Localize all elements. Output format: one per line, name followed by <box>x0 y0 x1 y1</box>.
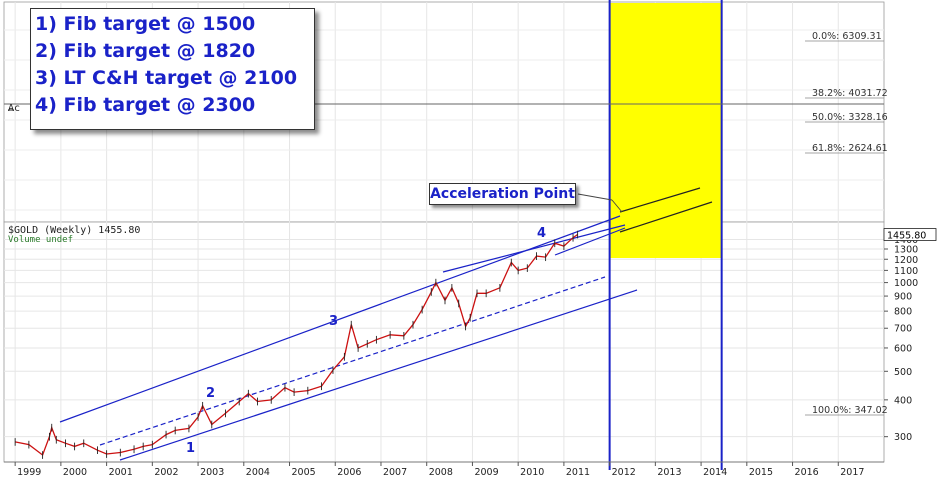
wave-label-2: 2 <box>206 386 215 401</box>
x-tick-label-2014: 2014 <box>703 467 727 478</box>
x-tick-label-2015: 2015 <box>749 467 773 478</box>
wave-label-1: 1 <box>186 441 195 456</box>
target-zone-fill <box>609 3 722 258</box>
callout-line-3: 3) LT C&H target @ 2100 <box>35 67 298 89</box>
x-tick-label-2000: 2000 <box>63 467 87 478</box>
callout-line-1: 1) Fib target @ 1500 <box>35 13 256 35</box>
y-tick-label-600: 600 <box>894 343 912 354</box>
y-axis: 3004005006007008009001000110012001300140… <box>883 228 937 443</box>
fib-label-2: 50.0%: 3328.16 <box>812 112 888 123</box>
y-tick-label-400: 400 <box>894 395 912 406</box>
x-tick-label-2007: 2007 <box>383 467 407 478</box>
x-tick-label-1999: 1999 <box>17 467 41 478</box>
x-tick-label-2004: 2004 <box>246 467 270 478</box>
x-tick-label-2008: 2008 <box>429 467 453 478</box>
x-tick-label-2005: 2005 <box>292 467 316 478</box>
price-panel <box>3 221 885 463</box>
fib-label-3: 61.8%: 2624.61 <box>812 143 888 154</box>
channel-mid-dashed <box>99 276 606 446</box>
x-tick-label-2006: 2006 <box>337 467 361 478</box>
ac-label: Ac <box>8 103 21 114</box>
x-tick-label-2013: 2013 <box>657 467 681 478</box>
fib-targets-callout: 1) Fib target @ 1500 2) Fib target @ 182… <box>30 8 315 130</box>
trend-channels <box>59 187 713 461</box>
accel-pointer-line <box>577 193 613 201</box>
y-tick-label-1000: 1000 <box>894 278 918 289</box>
acceleration-pointer <box>577 193 623 213</box>
channel-lower <box>119 289 638 461</box>
wave-label-3: 3 <box>329 314 338 329</box>
y-tick-label-1300: 1300 <box>894 245 918 256</box>
x-tick-label-2017: 2017 <box>840 467 864 478</box>
x-tick-label-2002: 2002 <box>154 467 178 478</box>
y-tick-label-900: 900 <box>894 292 912 303</box>
fib-label-0: 0.0%: 6309.31 <box>812 31 882 42</box>
accel-pointer-tail <box>611 199 623 213</box>
wave4-channel <box>442 224 626 273</box>
last-price-box <box>883 228 937 241</box>
x-tick-label-2016: 2016 <box>795 467 819 478</box>
series-label: $GOLD (Weekly) 1455.80 <box>8 225 141 236</box>
x-axis: 1999 2000 2001 2002 2003 2004 2005 2006 2007 2008… <box>4 461 884 478</box>
price-series <box>14 230 579 459</box>
x-tick-label-2009: 2009 <box>474 467 498 478</box>
accel-line-2 <box>619 201 713 233</box>
target-zone <box>608 0 723 470</box>
channel-upper-short <box>554 227 626 256</box>
x-tick-label-2010: 2010 <box>520 467 544 478</box>
last-price-label: 1455.80 <box>887 231 926 242</box>
x-tick-label-2001: 2001 <box>109 467 133 478</box>
x-tick-label-2012: 2012 <box>612 467 636 478</box>
x-tick-label-2011: 2011 <box>566 467 590 478</box>
x-tick-label-2003: 2003 <box>200 467 224 478</box>
y-tick-label-500: 500 <box>894 367 912 378</box>
acceleration-point-label: Acceleration Point <box>429 183 576 205</box>
fib-label-4: 100.0%: 347.02 <box>812 405 888 416</box>
y-tick-label-1100: 1100 <box>894 266 918 277</box>
y-tick-label-1200: 1200 <box>894 255 918 266</box>
wave-labels: 1 2 3 4 <box>186 226 546 456</box>
accel-line-1 <box>619 187 701 213</box>
callout-line-4: 4) Fib target @ 2300 <box>35 94 256 116</box>
callout-line-2: 2) Fib target @ 1820 <box>35 40 256 62</box>
wave-label-4: 4 <box>537 226 546 241</box>
fib-label-1: 38.2%: 4031.72 <box>812 88 888 99</box>
y-tick-label-700: 700 <box>894 324 912 335</box>
volume-label: Volume undef <box>8 235 74 245</box>
y-tick-label-300: 300 <box>894 432 912 443</box>
y-tick-label-800: 800 <box>894 307 912 318</box>
